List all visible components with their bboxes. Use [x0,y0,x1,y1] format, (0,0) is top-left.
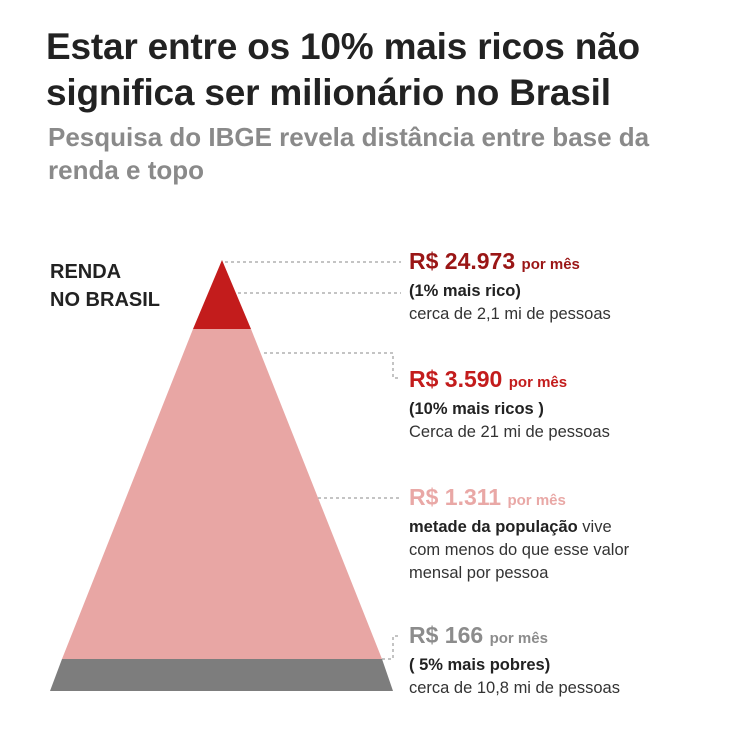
level-3-line3: mensal por pessoa [409,564,549,582]
pyramid-label-line-2: NO BRASIL [50,289,160,311]
level-2-desc: (10% mais ricos ) [409,398,729,421]
pyramid-top-richest [193,260,251,329]
level-top-1-percent: R$ 24.973 por mês (1% mais rico) cerca d… [409,246,729,326]
level-3-value: R$ 1.311 [409,484,502,510]
level-3-line2: com menos do que esse valor [409,541,630,559]
level-3-line1-bold: metade da população [409,518,578,536]
level-1-unit: por mês [521,256,580,273]
level-3-unit: por mês [507,492,566,509]
level-1-desc: (1% mais rico) [409,280,729,303]
level-1-line1: (1% mais rico) [409,282,521,300]
connector-level-4 [382,635,401,660]
connector-level-2 [264,352,401,379]
level-median: R$ 1.311 por mês metade da população viv… [409,482,729,585]
level-4-line1: ( 5% mais pobres) [409,656,551,674]
pyramid-base-poorest [50,659,393,691]
level-2-amount: R$ 3.590 por mês [409,364,729,398]
level-3-line1-rest: vive [577,518,612,536]
level-2-value: R$ 3.590 [409,366,503,392]
pyramid-body-middle [62,329,382,659]
level-top-10-percent: R$ 3.590 por mês (10% mais ricos ) Cerca… [409,364,729,444]
level-2-line2: Cerca de 21 mi de pessoas [409,423,610,441]
level-4-desc: ( 5% mais pobres) [409,654,729,677]
level-3-line1: metade da população vive [409,516,729,539]
level-2-unit: por mês [508,374,568,391]
page-title: Estar entre os 10% mais ricos não signif… [46,26,640,113]
level-2-line1: (10% mais ricos ) [409,400,544,418]
level-1-value: R$ 24.973 [409,248,516,274]
level-1-amount: R$ 24.973 por mês [409,246,729,280]
level-4-value: R$ 166 [409,622,484,648]
connector-lines [225,261,401,660]
level-4-unit: por mês [489,630,548,647]
level-4-amount: R$ 166 por mês [409,620,729,654]
level-bottom-5-percent: R$ 166 por mês ( 5% mais pobres) cerca d… [409,620,729,700]
page-subtitle: Pesquisa do IBGE revela distância entre … [48,122,650,185]
level-4-line2: cerca de 10,8 mi de pessoas [409,679,620,697]
level-1-line2: cerca de 2,1 mi de pessoas [409,305,611,323]
pyramid-label-line-1: RENDA [50,261,122,283]
pyramid-label: RENDA NO BRASIL [50,258,160,314]
level-3-amount: R$ 1.311 por mês [409,482,729,516]
